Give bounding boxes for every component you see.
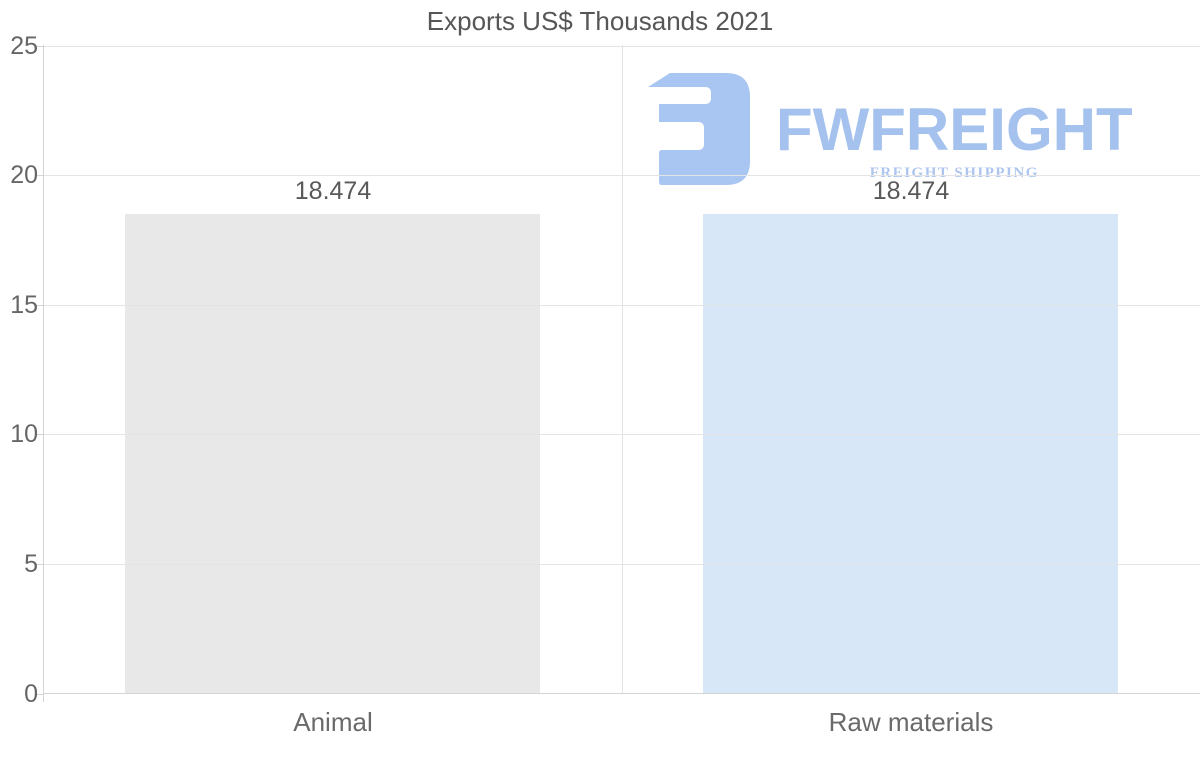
fwfreight-logo: FWFREIGHT FREIGHT SHIPPING: [648, 73, 1133, 185]
chart-title: Exports US$ Thousands 2021: [426, 6, 774, 36]
y-axis-label-0: 0: [24, 679, 38, 708]
logo-subtitle: FREIGHT SHIPPING: [869, 165, 1039, 181]
category-label-raw-materials: Raw materials: [828, 707, 994, 737]
y-axis-tick-25: [36, 45, 44, 47]
y-axis-label-20: 20: [10, 161, 38, 190]
y-axis-label-15: 15: [10, 290, 38, 319]
y-axis-label-10: 10: [10, 420, 38, 449]
bar-raw-materials: [703, 214, 1118, 693]
gridline-y-10: [44, 434, 1200, 436]
logo-text-block: FWFREIGHT FREIGHT SHIPPING: [776, 100, 1133, 182]
value-label-raw-materials: 18.474: [872, 177, 950, 205]
y-axis-tick-0: [36, 693, 44, 695]
y-axis-tick-5: [36, 563, 44, 565]
category-divider-gridline: [622, 45, 623, 694]
category-label-animal: Animal: [293, 707, 373, 737]
y-axis-label-25: 25: [10, 31, 38, 60]
x-axis-line: [44, 693, 1200, 694]
gridline-y-25: [44, 45, 1200, 47]
y-axis-tick-10: [36, 434, 44, 436]
bar-animal: [125, 214, 540, 693]
logo-wordmark: FWFREIGHT: [776, 96, 1133, 163]
y-axis-tick-15: [36, 304, 44, 306]
y-axis-line: [43, 45, 44, 702]
y-axis-tick-20: [36, 175, 44, 177]
fwfreight-icon: [648, 73, 750, 185]
gridline-y-5: [44, 563, 1200, 565]
gridline-y-20: [44, 175, 1200, 177]
value-label-animal: 18.474: [294, 177, 372, 205]
y-axis-label-5: 5: [24, 549, 38, 578]
gridline-y-15: [44, 304, 1200, 306]
